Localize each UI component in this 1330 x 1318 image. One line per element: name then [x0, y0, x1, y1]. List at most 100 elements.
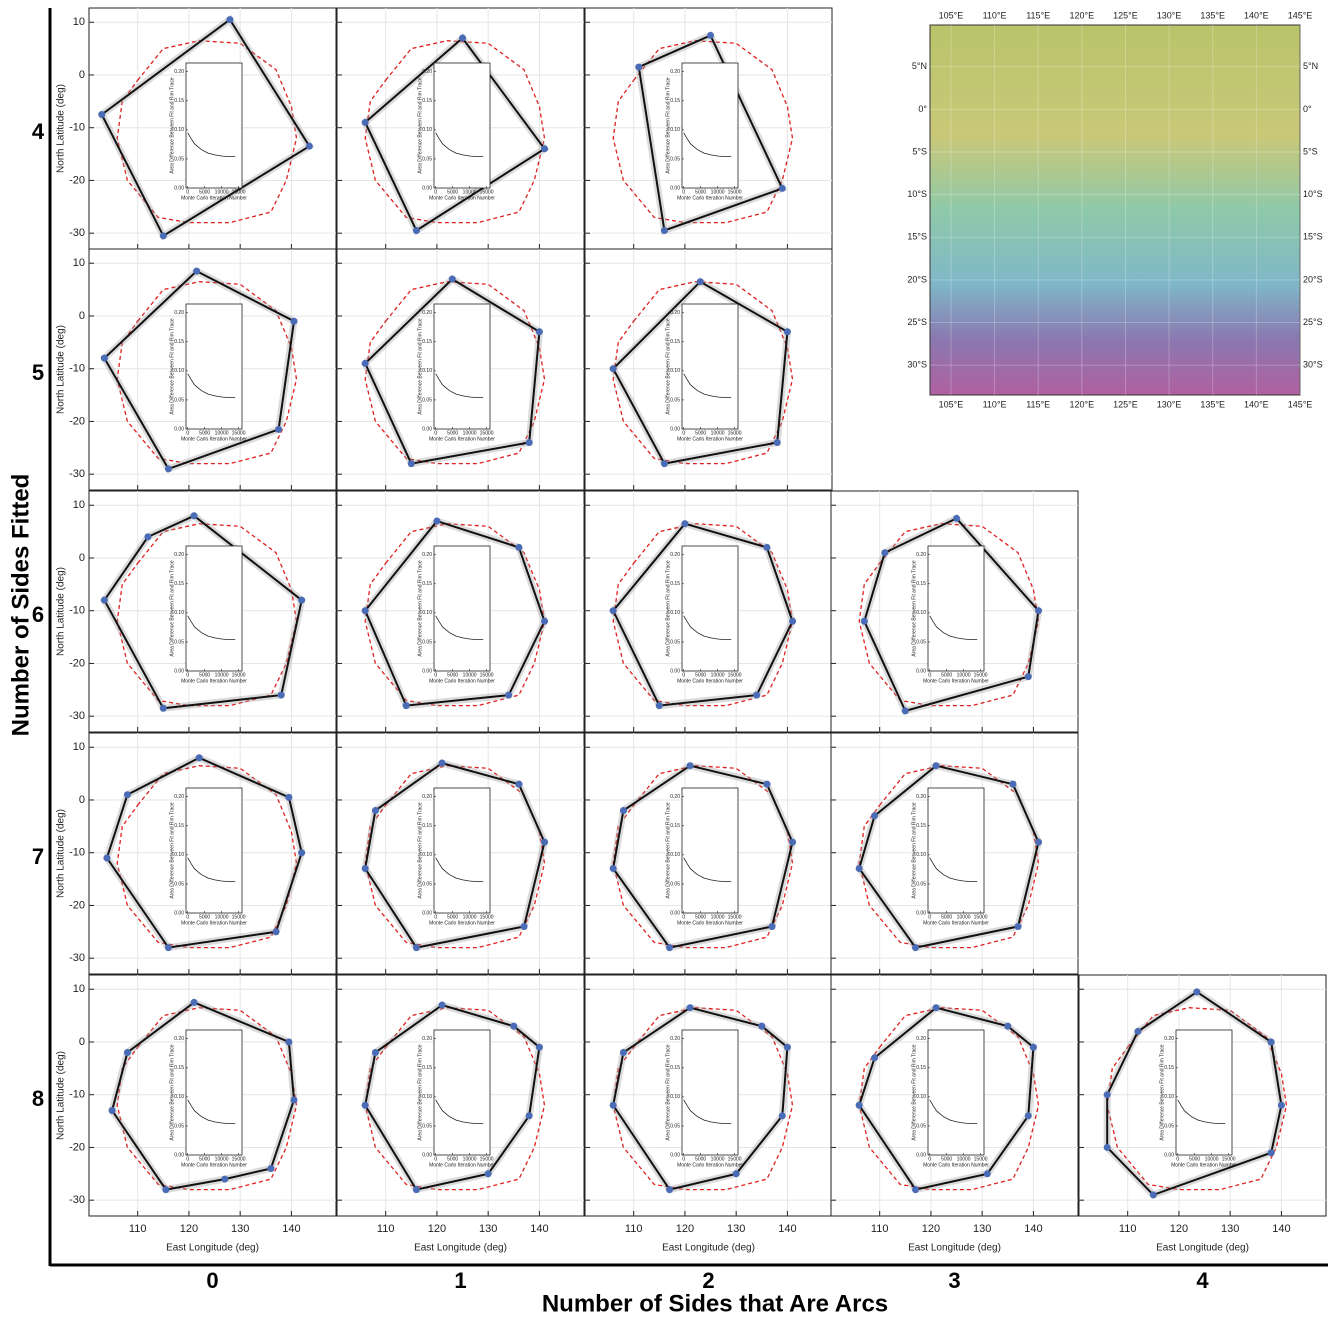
vertex: [526, 1112, 533, 1119]
vertex: [635, 64, 642, 71]
vertex: [912, 944, 919, 951]
vertex: [103, 854, 110, 861]
vertex: [871, 1054, 878, 1061]
inset-y-tick-label: 0.20: [670, 69, 680, 75]
map-x-tick-label: 120°E: [1070, 10, 1095, 20]
vertex: [505, 692, 512, 699]
vertex: [362, 865, 369, 872]
vertex: [413, 1186, 420, 1193]
inset-y-tick-label: 0.05: [916, 1123, 926, 1129]
vertex: [763, 544, 770, 551]
inset-x-label: Monte Carlo Iteration Number: [923, 920, 989, 926]
inset-y-label: Area Difference Between Fit and Rim Trac…: [665, 77, 671, 174]
vertex: [1268, 1038, 1275, 1045]
inset-y-label: Area Difference Between Fit and Rim Trac…: [911, 802, 917, 899]
inset-y-tick-label: 0.20: [174, 794, 184, 800]
vertex: [526, 439, 533, 446]
inset-x-label: Monte Carlo Iteration Number: [429, 195, 495, 201]
inset-y-tick-label: 0.10: [916, 610, 926, 616]
vertex: [681, 520, 688, 527]
vertex: [124, 1049, 131, 1056]
vertex: [1009, 781, 1016, 788]
vertex: [362, 607, 369, 614]
inset-y-tick-label: 0.20: [670, 1036, 680, 1042]
vertex: [666, 944, 673, 951]
figure: Number of Sides Fitted Number of Sides t…: [0, 0, 1330, 1318]
vertex: [285, 794, 292, 801]
inset-y-tick-label: 0.10: [174, 127, 184, 133]
vertex: [510, 1023, 517, 1030]
vertex: [160, 232, 167, 239]
y-axis-label: North Latitude (deg): [56, 84, 67, 173]
y-tick-label: 10: [73, 741, 85, 753]
y-axis-label: North Latitude (deg): [56, 325, 67, 414]
vertex: [101, 355, 108, 362]
inset-x-label: Monte Carlo Iteration Number: [429, 920, 495, 926]
inset-x-label: Monte Carlo Iteration Number: [677, 436, 743, 442]
x-tick-label: 110: [871, 1223, 889, 1235]
map-x-tick-label: 105°E: [939, 10, 964, 20]
inset-y-tick-label: 0.00: [1164, 1152, 1174, 1158]
inset-frame: [682, 1030, 738, 1155]
y-tick-label: 0: [79, 1036, 85, 1048]
vertex: [856, 1102, 863, 1109]
y-tick-label: -30: [69, 1194, 85, 1206]
vertex: [1030, 1044, 1037, 1051]
x-axis-label: East Longitude (deg): [662, 1243, 755, 1254]
row-label: 4: [32, 119, 45, 144]
vertex: [403, 702, 410, 709]
inset-y-label: Area Difference Between Fit and Rim Trac…: [169, 560, 175, 657]
map-y-tick-label: 30°S: [1303, 360, 1323, 370]
vertex: [433, 518, 440, 525]
vertex: [98, 111, 105, 118]
inset-y-label: Area Difference Between Fit and Rim Trac…: [911, 560, 917, 657]
x-tick-label: 110: [129, 1223, 147, 1235]
inset-x-label: Monte Carlo Iteration Number: [923, 1162, 989, 1168]
vertex: [485, 1170, 492, 1177]
map-y-tick-label: 0°: [1303, 104, 1312, 114]
inset-frame: [434, 546, 490, 671]
inset-y-tick-label: 0.05: [174, 1123, 184, 1129]
x-tick-label: 140: [778, 1223, 796, 1235]
vertex: [687, 1004, 694, 1011]
inset-y-tick-label: 0.15: [670, 1065, 680, 1071]
inset-y-tick-label: 0.15: [422, 98, 432, 104]
vertex: [362, 1102, 369, 1109]
inset-y-tick-label: 0.10: [174, 1094, 184, 1100]
y-axis-label: North Latitude (deg): [56, 809, 67, 898]
x-tick-label: 110: [1119, 1223, 1137, 1235]
vertex: [779, 1112, 786, 1119]
inset-y-label: Area Difference Between Fit and Rim Trac…: [665, 560, 671, 657]
inset-y-tick-label: 0.05: [422, 881, 432, 887]
vertex: [101, 597, 108, 604]
vertex: [758, 1023, 765, 1030]
y-tick-label: -20: [69, 415, 85, 427]
inset-frame: [682, 63, 738, 188]
column-label: 0: [206, 1268, 218, 1293]
vertex: [536, 328, 543, 335]
vertex: [191, 999, 198, 1006]
y-axis-label: North Latitude (deg): [56, 567, 67, 656]
inset-y-tick-label: 0.10: [670, 852, 680, 858]
vertex: [784, 1044, 791, 1051]
vertex: [1134, 1028, 1141, 1035]
vertex: [459, 35, 466, 42]
vertex: [661, 227, 668, 234]
inset-frame: [682, 546, 738, 671]
inset-y-tick-label: 0.00: [422, 185, 432, 191]
inset-frame: [1176, 1030, 1232, 1155]
inset-y-tick-label: 0.00: [670, 185, 680, 191]
inset-y-tick-label: 0.15: [670, 98, 680, 104]
column-label: 4: [1196, 1268, 1209, 1293]
inset-y-tick-label: 0.20: [916, 794, 926, 800]
y-tick-label: 0: [79, 794, 85, 806]
inset-y-label: Area Difference Between Fit and Rim Trac…: [665, 802, 671, 899]
vertex: [413, 227, 420, 234]
inset-y-tick-label: 0.00: [422, 1152, 432, 1158]
inset-y-tick-label: 0.10: [174, 368, 184, 374]
inset-y-tick-label: 0.05: [174, 639, 184, 645]
map-x-tick-label: 145°E: [1288, 399, 1313, 409]
map-x-tick-label: 145°E: [1288, 10, 1313, 20]
inset-y-tick-label: 0.10: [422, 1094, 432, 1100]
inset-y-tick-label: 0.05: [670, 1123, 680, 1129]
